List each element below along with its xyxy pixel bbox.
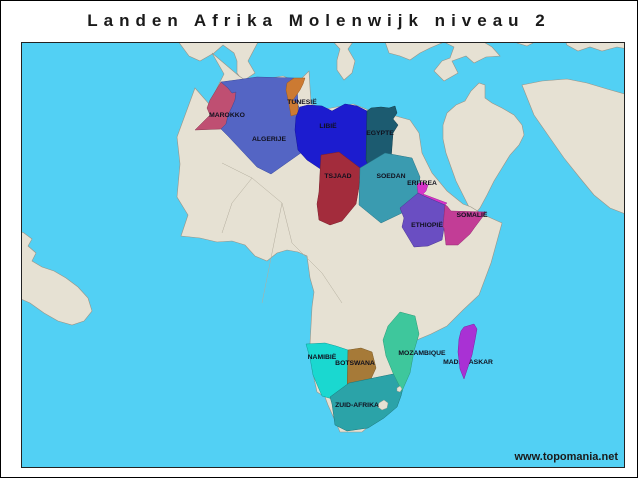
svg-text:ALGERIJE: ALGERIJE	[252, 136, 286, 143]
svg-text:ETHIOPIË: ETHIOPIË	[411, 221, 443, 229]
svg-text:MAROKKO: MAROKKO	[209, 112, 245, 119]
svg-text:SOMALIË: SOMALIË	[457, 211, 488, 219]
svg-text:BOTSWANA: BOTSWANA	[335, 360, 375, 367]
svg-text:EGYPTE: EGYPTE	[366, 130, 394, 137]
svg-text:TUNESIË: TUNESIË	[287, 98, 317, 106]
svg-text:ZUID-AFRIKA: ZUID-AFRIKA	[335, 402, 379, 409]
svg-text:LIBIË: LIBIË	[319, 122, 337, 130]
svg-text:SOEDAN: SOEDAN	[376, 173, 405, 180]
svg-text:TSJAAD: TSJAAD	[324, 173, 351, 180]
svg-text:ERITREA: ERITREA	[407, 180, 437, 187]
svg-text:MOZAMBIQUE: MOZAMBIQUE	[398, 350, 446, 357]
svg-text:NAMIBIË: NAMIBIË	[308, 353, 337, 361]
